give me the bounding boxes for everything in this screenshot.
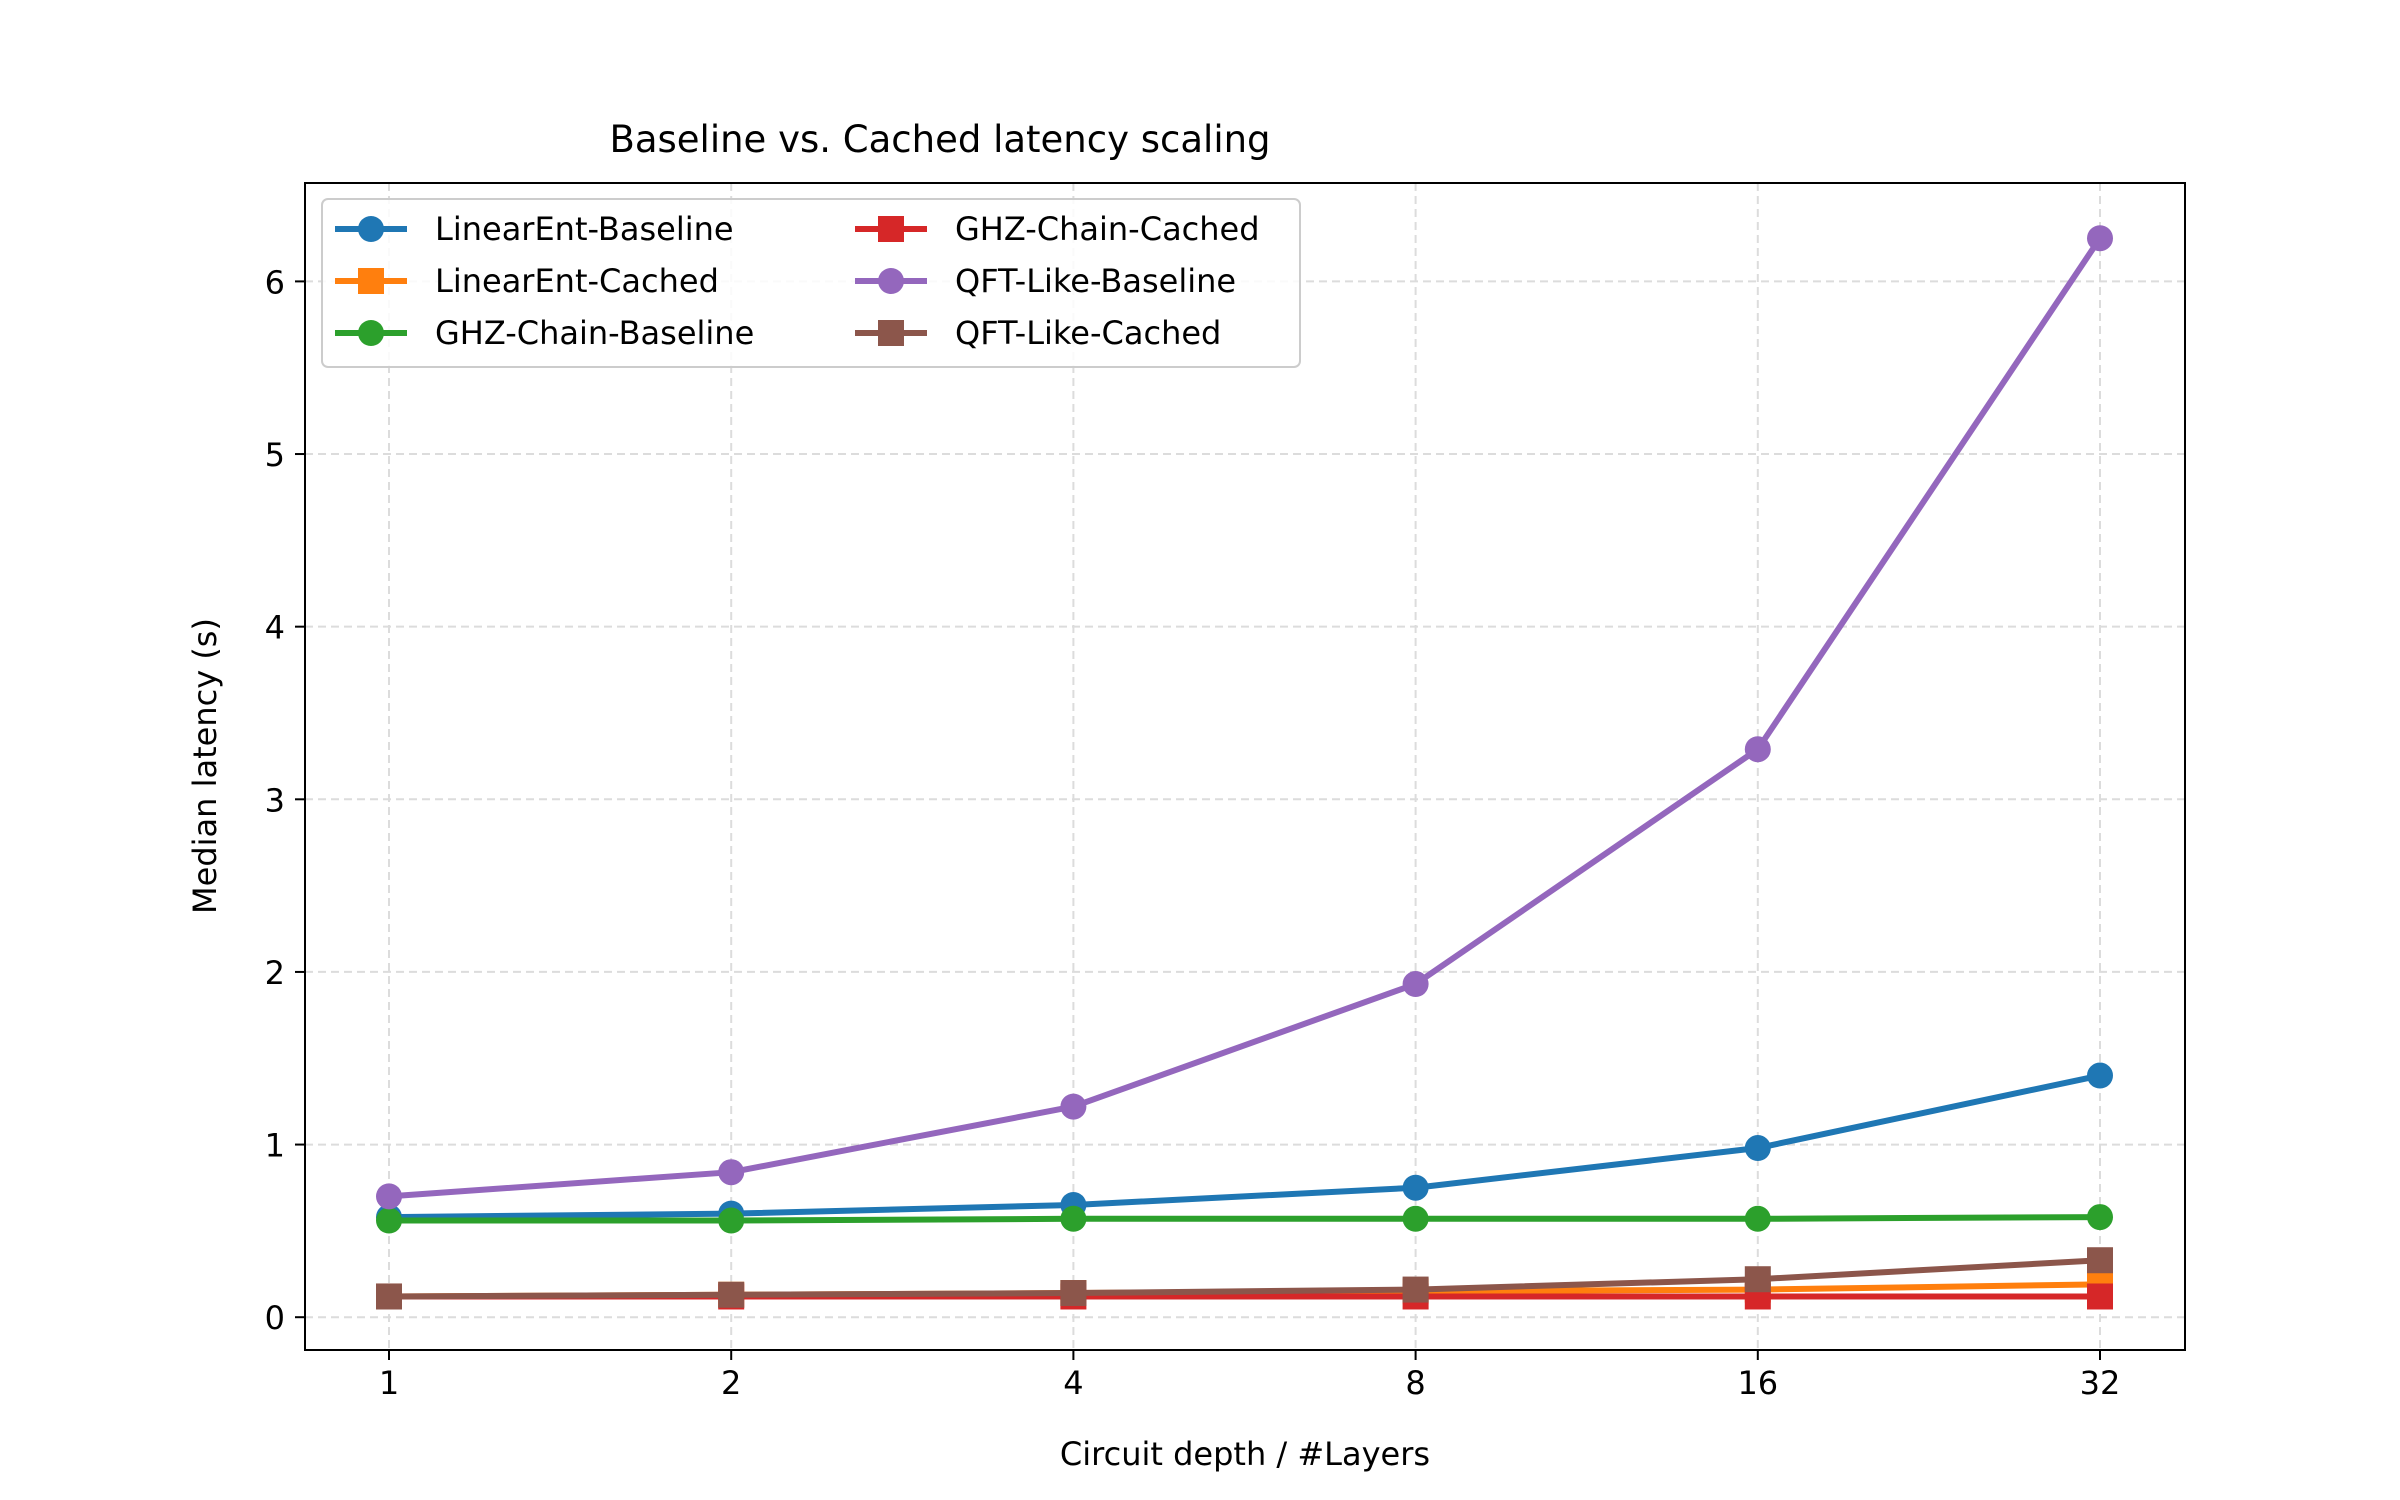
legend-item: LinearEnt-Cached <box>335 262 719 300</box>
ticks: 1 2 4 8 16 32 0 1 2 3 4 5 6 <box>265 263 2121 1402</box>
legend-marker <box>358 320 384 346</box>
series-line-qft-like-baseline <box>386 235 2103 1200</box>
data-point-qft-like-cached <box>2087 1247 2113 1274</box>
legend-marker <box>878 320 904 346</box>
legend-label: GHZ-Chain-Baseline <box>435 314 754 352</box>
data-point-qft-like-cached <box>1402 1276 1429 1303</box>
chart-title: Baseline vs. Cached latency scaling <box>609 118 1270 161</box>
data-point-qft-like-baseline <box>2087 225 2113 252</box>
y-tick-label: 0 <box>265 1299 285 1337</box>
y-tick-label: 2 <box>265 954 285 992</box>
series-qft-like-cached <box>376 1247 2113 1310</box>
legend-label: LinearEnt-Baseline <box>435 210 734 248</box>
y-tick-label: 5 <box>265 436 285 474</box>
x-axis-label: Circuit depth / #Layers <box>1060 1435 1430 1473</box>
data-point-linearent-baseline <box>2087 1062 2113 1089</box>
series-line-ghz-chain-baseline <box>386 1214 2103 1224</box>
data-point-linearent-baseline <box>1744 1135 1771 1162</box>
y-tick-label: 4 <box>265 609 285 647</box>
legend-label: GHZ-Chain-Cached <box>955 210 1260 248</box>
data-point-qft-like-cached <box>376 1283 402 1310</box>
legend-item: LinearEnt-Baseline <box>335 210 734 248</box>
data-point-qft-like-baseline <box>1060 1093 1087 1120</box>
legend-marker <box>878 268 904 294</box>
data-point-qft-like-cached <box>718 1281 745 1308</box>
x-tick-label: 2 <box>721 1364 741 1402</box>
data-point-ghz-chain-baseline <box>1744 1205 1771 1232</box>
data-point-qft-like-cached <box>1744 1266 1771 1293</box>
x-tick-label: 1 <box>379 1364 399 1402</box>
data-point-ghz-chain-baseline <box>2087 1204 2113 1231</box>
x-tick-label: 16 <box>1737 1364 1778 1402</box>
legend-marker <box>358 216 384 242</box>
series-qft-like-baseline <box>376 225 2113 1210</box>
y-tick-label: 1 <box>265 1127 285 1165</box>
legend-item: QFT-Like-Cached <box>855 314 1221 352</box>
x-tick-label: 4 <box>1063 1364 1083 1402</box>
data-point-qft-like-baseline <box>1402 971 1429 998</box>
series-ghz-chain-baseline <box>376 1204 2113 1234</box>
legend-label: QFT-Like-Baseline <box>955 262 1236 300</box>
grid <box>305 183 2185 1350</box>
legend-item: QFT-Like-Baseline <box>855 262 1236 300</box>
data-point-qft-like-baseline <box>1744 736 1771 763</box>
legend-box <box>321 198 1301 368</box>
data-point-qft-like-cached <box>1060 1280 1087 1307</box>
x-tick-label: 8 <box>1405 1364 1425 1402</box>
y-tick-label: 6 <box>265 263 285 301</box>
legend-marker <box>878 216 904 242</box>
data-point-qft-like-baseline <box>718 1159 745 1186</box>
legend-label: LinearEnt-Cached <box>435 262 719 300</box>
data-point-ghz-chain-baseline <box>1402 1205 1429 1232</box>
y-tick-label: 3 <box>265 781 285 819</box>
data-point-ghz-chain-cached <box>2087 1283 2113 1310</box>
data-point-qft-like-baseline <box>376 1183 402 1210</box>
data-point-ghz-chain-baseline <box>376 1207 402 1234</box>
legend-item: GHZ-Chain-Baseline <box>335 314 754 352</box>
legend-label: QFT-Like-Cached <box>955 314 1221 352</box>
series-line-linearent-baseline <box>386 1072 2103 1221</box>
data-point-ghz-chain-baseline <box>718 1207 745 1234</box>
data-point-linearent-baseline <box>1402 1174 1429 1201</box>
x-tick-label: 32 <box>2080 1364 2121 1402</box>
series-line-qft-like-cached <box>386 1257 2103 1300</box>
series-layer <box>376 225 2113 1310</box>
legend-item: GHZ-Chain-Cached <box>855 210 1260 248</box>
legend-marker <box>358 268 384 294</box>
data-point-ghz-chain-baseline <box>1060 1205 1087 1232</box>
y-axis-label: Median latency (s) <box>186 618 224 914</box>
plot-frame <box>304 182 2186 1351</box>
legend: LinearEnt-Baseline LinearEnt-Cached GHZ-Ch… <box>321 198 1301 368</box>
